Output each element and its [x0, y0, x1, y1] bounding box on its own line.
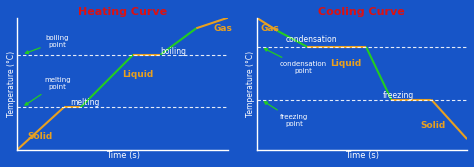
Text: Solid: Solid [28, 132, 53, 141]
Text: freezing: freezing [383, 91, 414, 100]
X-axis label: Time (s): Time (s) [106, 151, 139, 160]
Text: Gas: Gas [261, 24, 280, 33]
Text: melting: melting [70, 98, 100, 107]
Y-axis label: Temperature (°C): Temperature (°C) [7, 51, 16, 117]
Text: Liquid: Liquid [123, 70, 154, 79]
Text: condensation
point: condensation point [264, 49, 327, 74]
X-axis label: Time (s): Time (s) [345, 151, 379, 160]
Y-axis label: Temperature (°C): Temperature (°C) [246, 51, 255, 117]
Text: boiling: boiling [161, 47, 186, 56]
Text: freezing
point: freezing point [264, 102, 309, 127]
Text: Gas: Gas [213, 24, 232, 33]
Text: melting
point: melting point [25, 77, 71, 105]
Text: Liquid: Liquid [330, 59, 362, 68]
Text: boiling
point: boiling point [26, 35, 69, 54]
Title: Cooling Curve: Cooling Curve [319, 7, 405, 17]
Text: Solid: Solid [421, 121, 446, 130]
Text: condensation: condensation [286, 35, 337, 44]
Title: Heating Curve: Heating Curve [78, 7, 167, 17]
